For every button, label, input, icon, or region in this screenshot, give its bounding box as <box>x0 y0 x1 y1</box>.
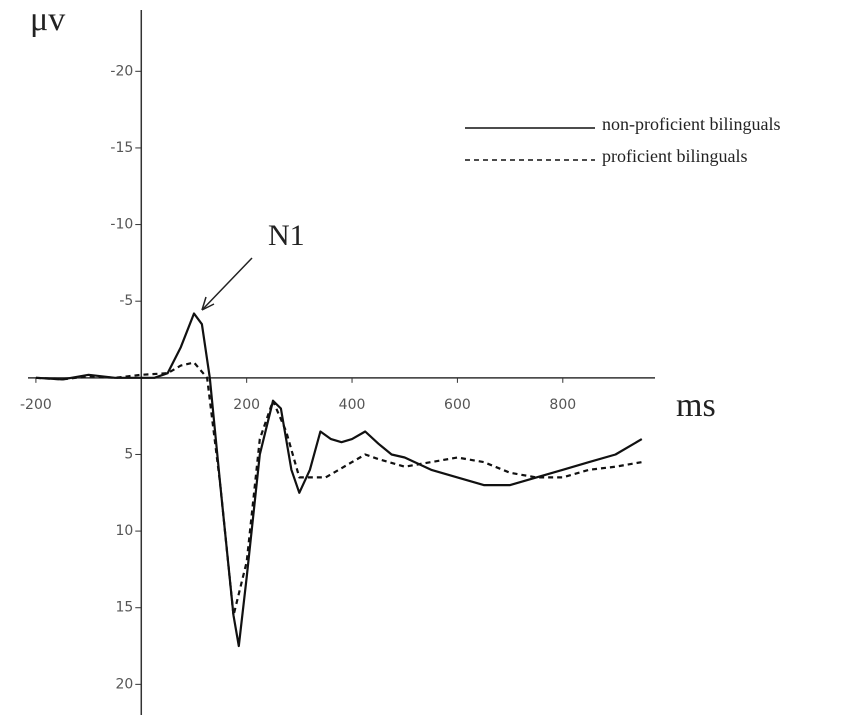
y-tick-label: 15 <box>115 600 133 616</box>
legend-label: proficient bilinguals <box>602 146 747 166</box>
x-tick-label: 600 <box>444 397 471 413</box>
y-tick-label: 20 <box>115 676 133 692</box>
legend-label: non-proficient bilinguals <box>602 114 780 134</box>
y-axis-label: μv <box>30 1 65 38</box>
y-tick-label: -10 <box>110 217 133 233</box>
annotation-arrow <box>201 257 253 311</box>
series-line <box>35 312 643 648</box>
x-tick-label: 200 <box>233 397 260 413</box>
annotation: N1 <box>268 219 305 252</box>
x-tick-label: 800 <box>549 397 576 413</box>
x-tick-label: 400 <box>339 397 366 413</box>
y-tick-label: -15 <box>110 140 133 156</box>
y-tick-label: 10 <box>115 523 133 539</box>
series-line <box>35 361 642 617</box>
x-tick-label: -200 <box>20 397 52 413</box>
x-axis-label: ms <box>676 387 716 424</box>
y-tick-label: -20 <box>110 63 133 79</box>
y-tick-label: 5 <box>124 446 133 462</box>
arrow-head <box>201 296 215 311</box>
y-tick-label: -5 <box>119 293 133 309</box>
